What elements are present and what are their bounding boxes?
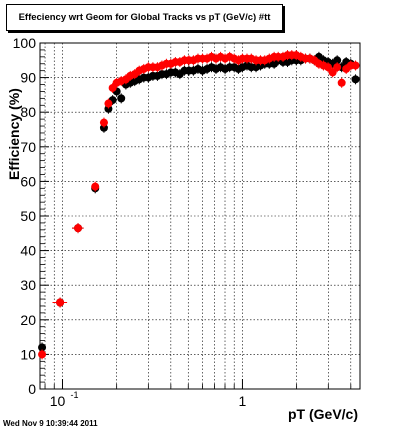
y-tick-label: 100 <box>13 35 37 51</box>
y-tick-label: 0 <box>28 381 36 397</box>
data-point <box>328 68 337 77</box>
y-tick-label: 80 <box>20 104 36 120</box>
y-tick-label: 40 <box>20 243 36 259</box>
data-point <box>333 63 342 72</box>
y-tick-label: 10 <box>20 346 36 362</box>
data-point <box>74 224 83 233</box>
x-axis-label: pT (GeV/c) <box>288 406 359 422</box>
y-tick-label: 50 <box>20 208 36 224</box>
y-tick-label: 30 <box>20 277 36 293</box>
data-point <box>38 350 47 359</box>
x-tick-label: 10 <box>50 393 66 409</box>
grid-lines <box>40 43 360 389</box>
axis-ticks <box>40 42 352 390</box>
data-point <box>104 99 113 108</box>
y-tick-labels: 0 10 20 30 40 50 60 70 80 90 100 <box>13 35 37 397</box>
x-tick-label-exponent: -1 <box>70 390 78 400</box>
data-point <box>38 343 47 352</box>
data-point <box>337 78 346 87</box>
y-tick-label: 70 <box>20 139 36 155</box>
chart-title: Effeciency wrt Geom for Global Tracks vs… <box>6 4 283 31</box>
data-series <box>38 50 360 360</box>
data-point <box>91 182 100 191</box>
y-tick-label: 60 <box>20 173 36 189</box>
data-point <box>351 61 360 70</box>
data-point <box>333 56 342 65</box>
timestamp: Wed Nov 9 10:39:44 2011 <box>3 419 98 428</box>
x-tick-labels: 10 -1 1 <box>50 390 247 409</box>
data-point <box>324 63 333 72</box>
plot-frame <box>39 42 361 390</box>
data-point <box>351 75 360 84</box>
x-tick-label: 1 <box>239 393 247 409</box>
data-point <box>99 118 108 127</box>
y-tick-label: 20 <box>20 312 36 328</box>
y-tick-label: 90 <box>20 70 36 86</box>
data-point <box>56 298 65 307</box>
data-point <box>117 94 126 103</box>
